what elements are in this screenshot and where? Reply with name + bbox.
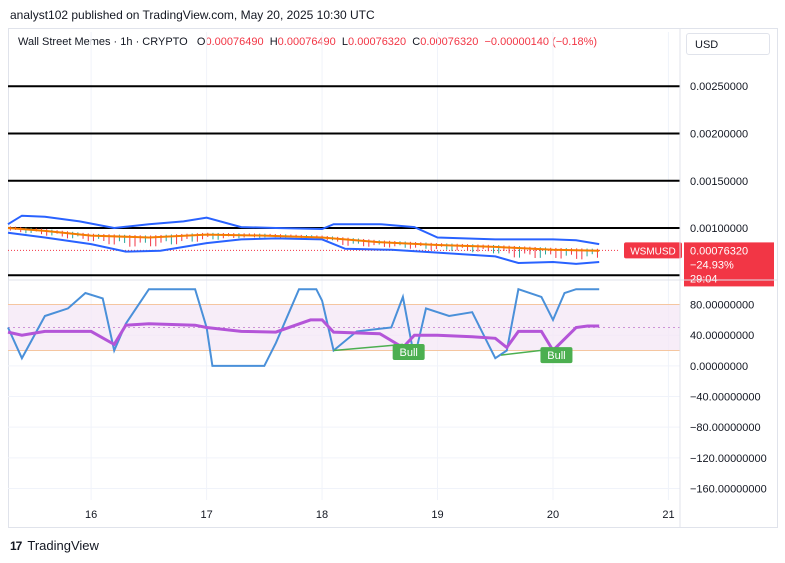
open-label: O [196, 36, 206, 48]
close-value: 0.00076320 [420, 36, 479, 48]
bull-annotation-badge [392, 344, 425, 361]
lower-band-line [7, 231, 600, 265]
low-value: 0.00076320 [348, 36, 407, 48]
tradingview-logo-icon: 17 [10, 538, 22, 553]
price-tag [684, 242, 774, 287]
time-tick-label: 20 [547, 509, 559, 521]
ticker-tag-label: WSMUSD [630, 246, 676, 257]
chart-frame [8, 28, 778, 528]
ticker-tag [624, 242, 682, 259]
bull-annotation-label: Bull [399, 347, 417, 359]
price-tick-label: 0.00100000 [690, 223, 748, 235]
price-tag-value: 0.00076320 [690, 245, 748, 257]
open-value: 0.00076490 [205, 36, 264, 48]
oscillator-tick-label: −160.00000000 [690, 484, 767, 496]
divergence-line [333, 343, 403, 352]
bull-annotation-label: Bull [547, 350, 565, 362]
symbol-name[interactable]: Wall Street Memes · 1h · CRYPTO [18, 36, 188, 48]
price-tick-label: 0.00200000 [690, 129, 748, 141]
change-value: −0.00000140 (−0.18%) [484, 36, 598, 48]
price-tag-countdown: 29:04 [690, 273, 718, 285]
price-tick-label: 0.00250000 [690, 81, 748, 93]
oscillator-tick-label: −80.00000000 [690, 422, 761, 434]
close-label: C [412, 36, 421, 48]
footer: 17 TradingView [10, 538, 99, 553]
symbol-legend: Wall Street Memes · 1h · CRYPTO O0.00076… [18, 36, 597, 48]
low-label: L [341, 36, 349, 48]
publisher-header: analyst102 published on TradingView.com,… [10, 8, 375, 22]
rsi-line [7, 318, 600, 353]
time-tick-label: 17 [200, 509, 212, 521]
oscillator-tick-label: −120.00000000 [690, 453, 767, 465]
currency-selector[interactable]: USD [686, 33, 770, 55]
time-tick-label: 19 [431, 509, 443, 521]
oscillator-tick-label: −40.00000000 [690, 392, 761, 404]
time-tick-label: 18 [316, 509, 328, 521]
high-label: H [269, 36, 278, 48]
high-value: 0.00076490 [277, 36, 336, 48]
stochastic-line [7, 287, 600, 367]
price-tick-label: 0.00150000 [690, 176, 748, 188]
bull-annotation-badge [540, 347, 573, 364]
footer-brand: TradingView [27, 538, 99, 553]
oscillator-tick-label: 80.00000000 [690, 300, 754, 312]
oscillator-tick-label: 0.00000000 [690, 361, 748, 373]
time-tick-label: 16 [85, 509, 97, 521]
moving-average-line [7, 227, 600, 252]
price-tag-change: −24.93% [690, 259, 734, 271]
oscillator-tick-label: 40.00000000 [690, 330, 754, 342]
time-tick-label: 21 [662, 509, 674, 521]
upper-band-line [7, 214, 600, 246]
